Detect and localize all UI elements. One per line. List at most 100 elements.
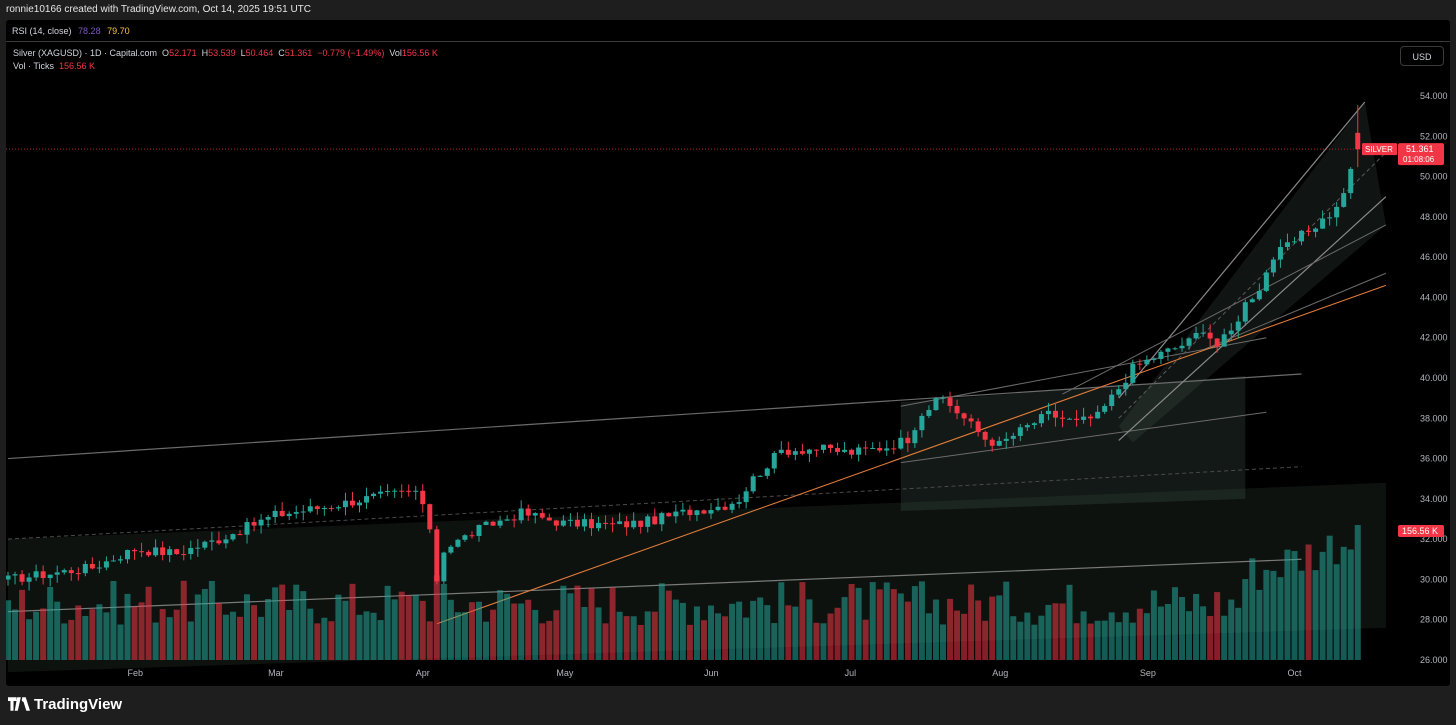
candle-body xyxy=(785,449,791,455)
candle-body xyxy=(982,431,988,440)
volume-bar xyxy=(722,616,729,660)
candle-body xyxy=(778,449,784,454)
volume-bar xyxy=(511,603,518,660)
candle-body xyxy=(898,437,904,449)
volume-bar xyxy=(384,585,391,660)
volume-bar xyxy=(525,599,532,660)
volume-bar xyxy=(124,593,131,660)
volume-bar xyxy=(792,606,799,660)
candle-body xyxy=(666,513,672,517)
volume-study-label[interactable]: Vol · Ticks xyxy=(13,61,55,71)
volume-bar xyxy=(1235,607,1242,660)
candle-body xyxy=(1263,272,1269,291)
price-tag-box xyxy=(1398,143,1444,166)
volume-bar xyxy=(1228,599,1235,660)
volume-bar xyxy=(939,624,946,660)
volume-study-value: 156.56 K xyxy=(59,61,96,71)
symbol-title[interactable]: Silver (XAGUSD) · 1D · Capital.com xyxy=(13,48,158,58)
candle-body xyxy=(722,506,728,510)
candle-body xyxy=(321,508,327,510)
chart-frame[interactable]: RSI (14, close) 78.28 79.70 54.000 52.000… xyxy=(6,20,1450,686)
upper-rise-top xyxy=(1062,224,1387,395)
candle-body xyxy=(567,519,573,521)
orange-trendline xyxy=(436,284,1387,625)
volume-bar xyxy=(1136,608,1143,660)
candle-body xyxy=(1291,241,1297,243)
volume-bar xyxy=(96,604,103,660)
volume-bar xyxy=(1242,579,1249,660)
volume-bar xyxy=(75,605,82,660)
candle-body xyxy=(195,547,201,549)
currency-button[interactable]: USD xyxy=(1400,46,1444,66)
candle-body xyxy=(448,546,454,553)
candle-body xyxy=(1249,299,1255,303)
candle-body xyxy=(1221,334,1227,347)
volume-bar xyxy=(736,601,743,660)
volume-bar xyxy=(553,610,560,660)
candle-body xyxy=(314,506,320,510)
volume-tag-value: 156.56 K xyxy=(1402,526,1438,536)
candle-body xyxy=(757,475,763,477)
candle-body xyxy=(673,511,679,517)
candle-body xyxy=(680,509,686,512)
candle-body xyxy=(490,521,496,526)
candle-body xyxy=(581,519,587,527)
candle-body xyxy=(771,453,777,469)
change-value: −0.779 (−1.49%) xyxy=(317,48,385,58)
price-chart[interactable]: 54.000 52.000 50.000 48.000 46.000 44.000 42.0… xyxy=(6,20,1450,686)
candle-body xyxy=(1102,406,1108,412)
candle-body xyxy=(687,509,693,516)
volume-bar xyxy=(595,607,602,660)
candle-body xyxy=(1306,230,1312,232)
volume-bar xyxy=(1052,603,1059,660)
x-axis: Feb Mar Apr May Jun Jul Aug Sep Oct xyxy=(128,668,1302,678)
rsi-pane[interactable]: RSI (14, close) 78.28 79.70 xyxy=(6,20,1450,42)
candle-body xyxy=(40,571,46,579)
candle-body xyxy=(420,490,426,505)
candle-body xyxy=(1144,359,1150,365)
close-label: C xyxy=(278,48,285,58)
candle-body xyxy=(364,496,370,503)
channel-mid-line xyxy=(7,466,1302,540)
volume-bar xyxy=(897,593,904,660)
candle-body xyxy=(1038,414,1044,424)
candle-body xyxy=(947,397,953,406)
candle-body xyxy=(659,513,665,525)
volume-bar xyxy=(1193,593,1200,660)
candle-body xyxy=(596,522,602,529)
candle-body xyxy=(975,421,981,432)
candle-body xyxy=(919,415,925,431)
candle-body xyxy=(216,540,222,544)
volume-bar xyxy=(686,624,693,660)
volume-bar xyxy=(518,603,525,660)
volume-bar xyxy=(342,600,349,660)
candle-body xyxy=(1067,418,1073,420)
y-tick-label: 42.000 xyxy=(1420,333,1448,343)
candle-body xyxy=(1256,290,1262,300)
candle-body xyxy=(1130,363,1136,383)
candle-body xyxy=(729,503,735,510)
candle-body xyxy=(1095,411,1101,419)
candle-body xyxy=(61,570,67,573)
candle-body xyxy=(1242,302,1248,322)
volume-bar xyxy=(1179,597,1186,660)
volume-bar xyxy=(131,606,138,660)
volume-bar xyxy=(651,611,658,660)
volume-bar xyxy=(12,609,19,660)
candle-body xyxy=(125,549,131,560)
candle-body xyxy=(1277,247,1283,260)
candle-body xyxy=(434,529,440,582)
candle-body xyxy=(427,504,433,530)
candle-body xyxy=(307,506,313,512)
candle-body xyxy=(103,561,109,568)
candle-body xyxy=(1327,217,1333,219)
candle-body xyxy=(799,451,805,454)
candle-body xyxy=(399,490,405,492)
candle-body xyxy=(82,563,88,574)
volume-bar xyxy=(932,599,939,660)
volume-bar xyxy=(201,588,208,660)
volume-bar xyxy=(708,605,714,660)
volume-bar xyxy=(862,619,869,660)
volume-bar xyxy=(954,610,961,660)
volume-bar xyxy=(419,600,426,660)
